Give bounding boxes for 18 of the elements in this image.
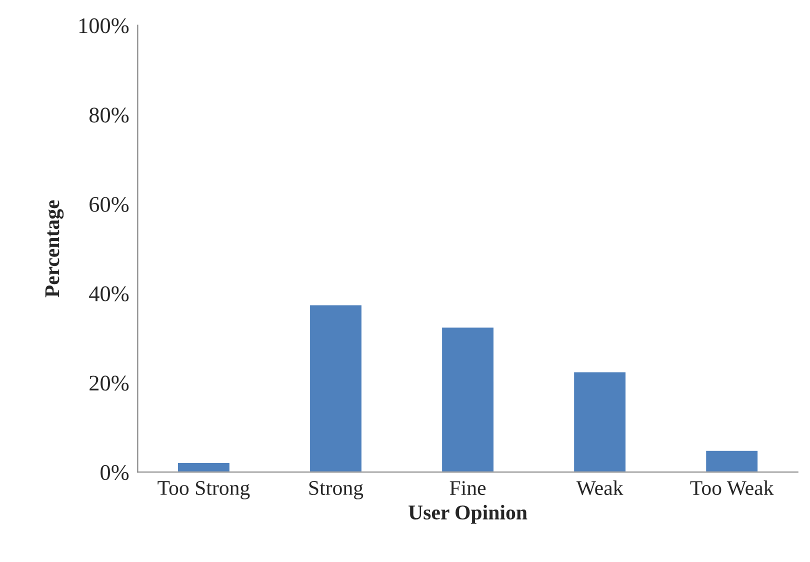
x-tick-label: Weak bbox=[576, 480, 624, 496]
x-tick-label: Too Weak bbox=[690, 480, 774, 496]
y-tick-label: 20% bbox=[90, 376, 129, 391]
y-tick-label: 60% bbox=[90, 196, 129, 212]
bar bbox=[308, 304, 363, 472]
x-tick-label: Too Strong bbox=[158, 481, 250, 500]
bar bbox=[440, 326, 495, 472]
y-tick-label: 80% bbox=[89, 108, 129, 123]
x-tick-label: Fine bbox=[450, 481, 486, 496]
y-axis-title: Percentage bbox=[45, 200, 64, 298]
bar bbox=[572, 370, 627, 472]
y-tick-label: 40% bbox=[89, 286, 129, 302]
y-tick-label: 100% bbox=[79, 18, 129, 34]
y-tick-label: 0% bbox=[100, 465, 129, 480]
bar bbox=[704, 449, 759, 472]
x-axis-title: User Opinion bbox=[408, 504, 528, 524]
x-tick-label: Strong bbox=[309, 481, 364, 500]
bar bbox=[176, 462, 231, 472]
